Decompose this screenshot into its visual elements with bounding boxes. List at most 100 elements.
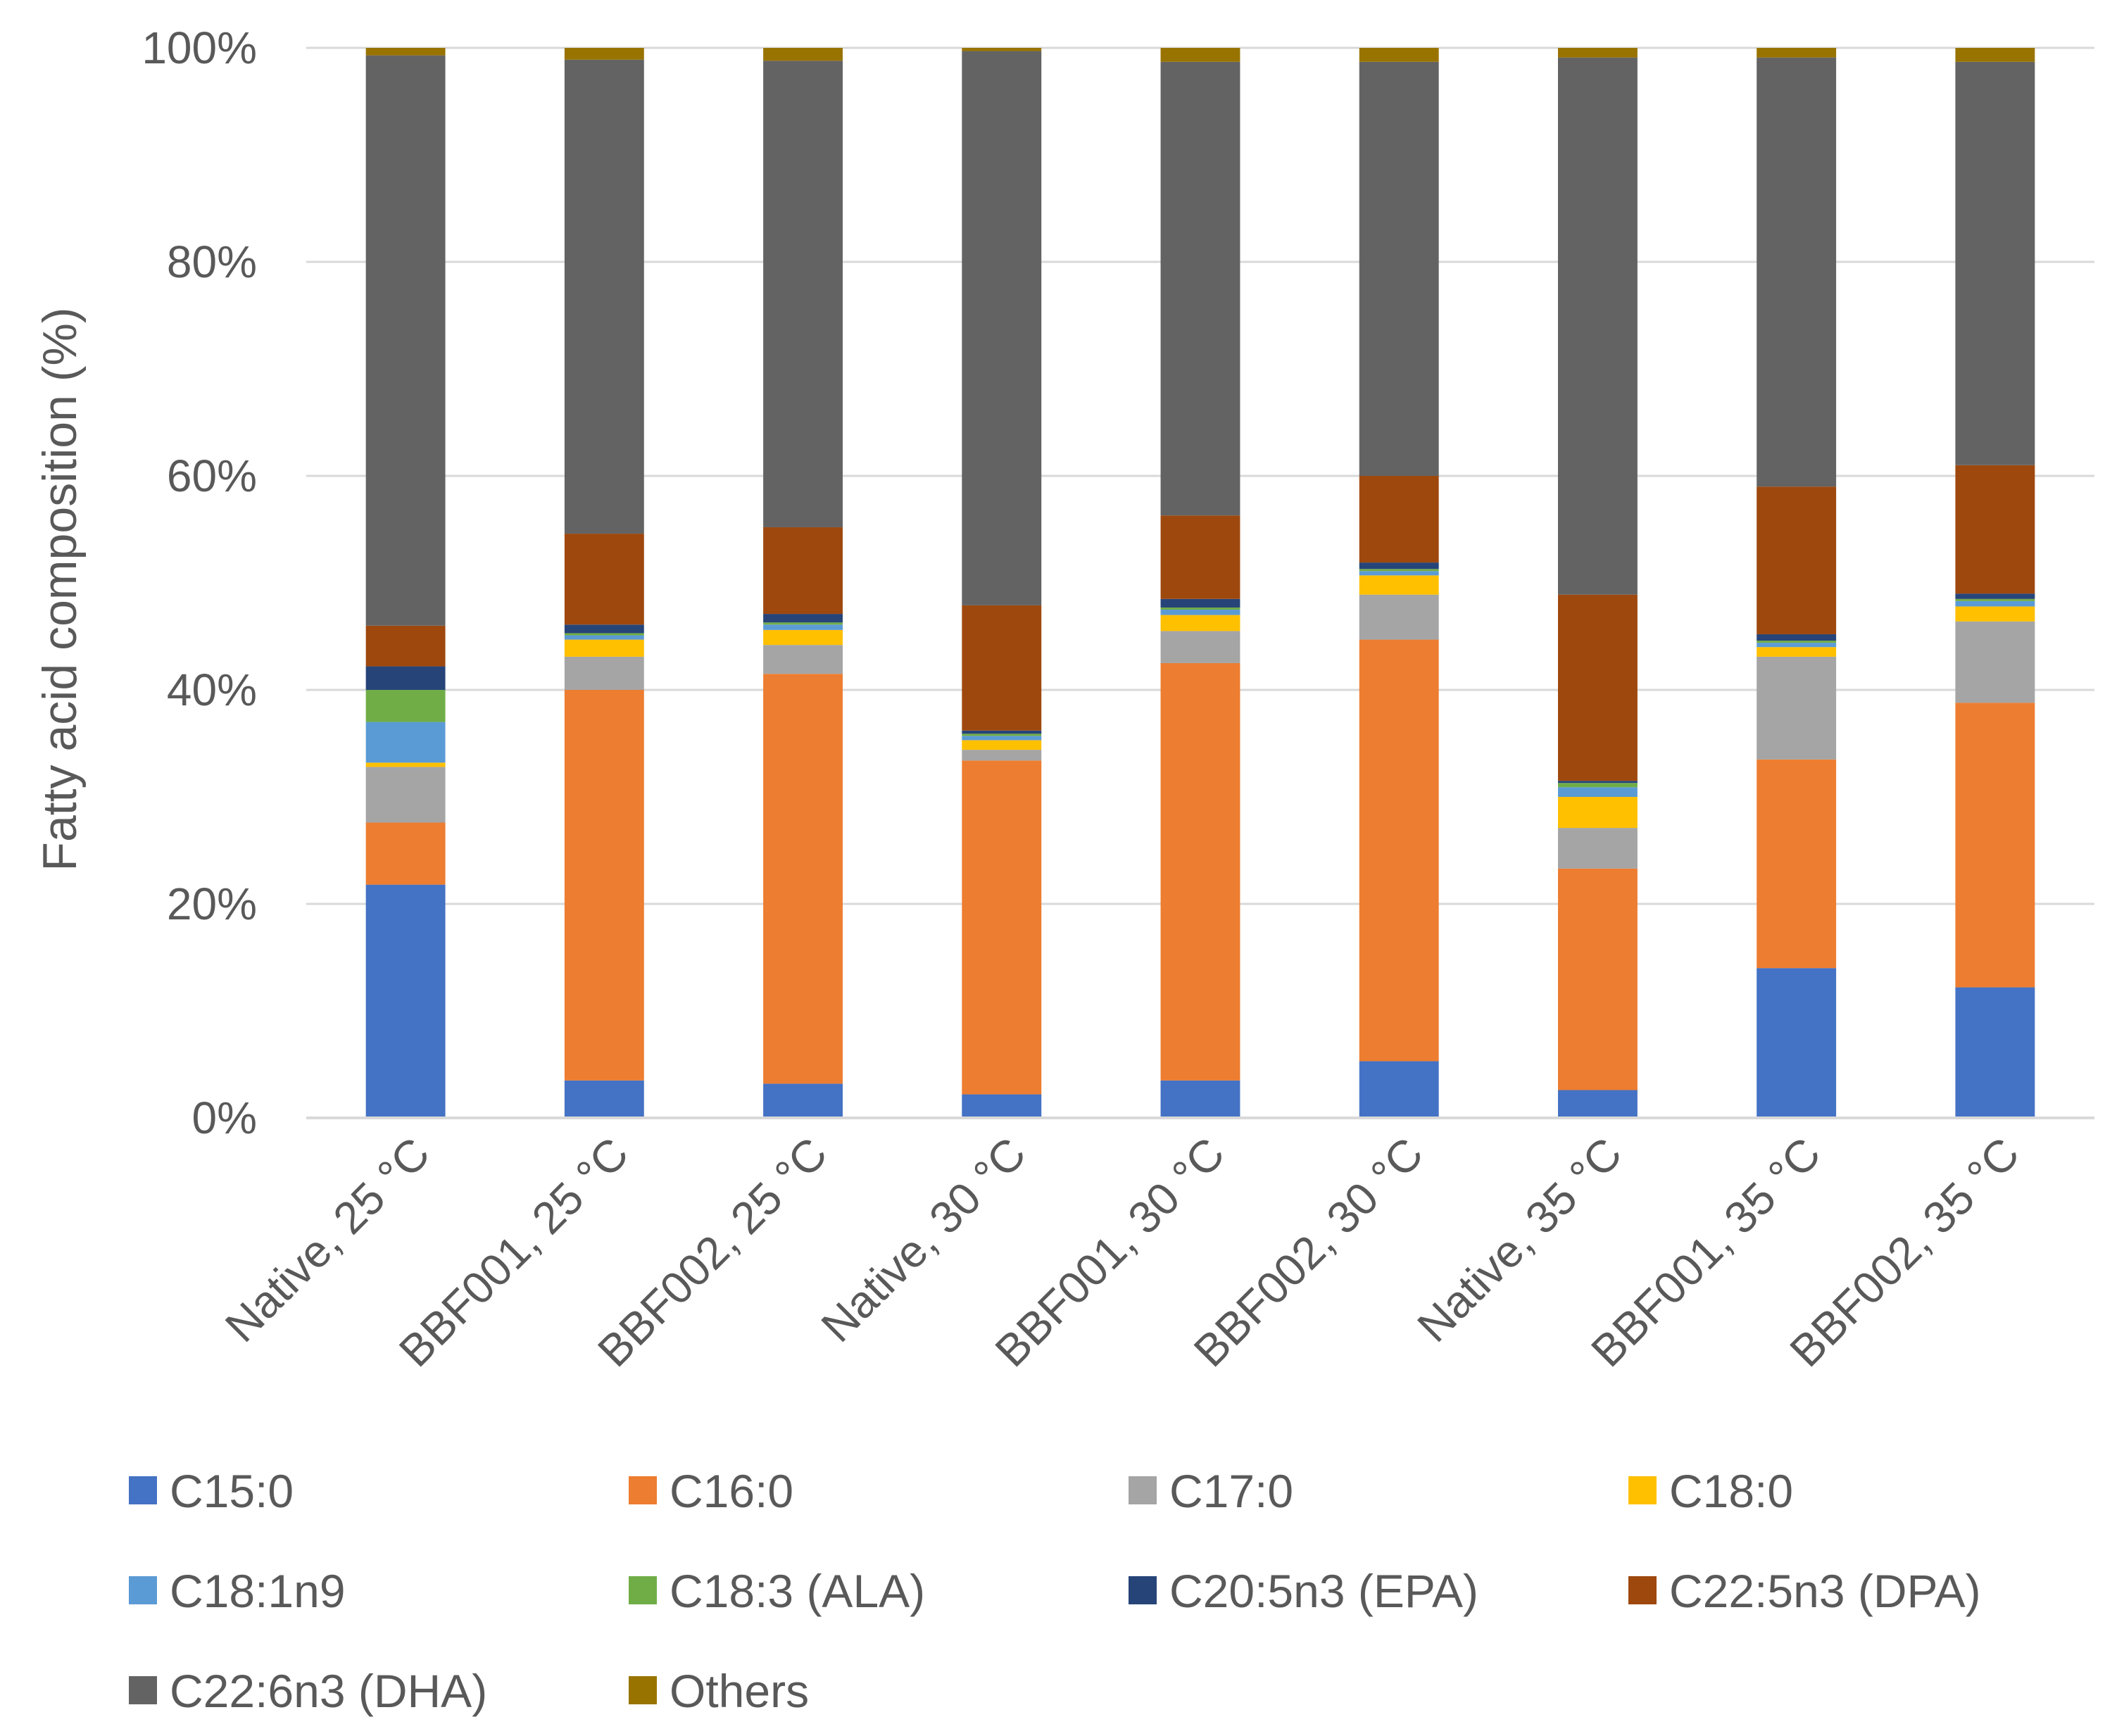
bar-stack [763, 48, 843, 1118]
legend-swatch [1129, 1476, 1157, 1504]
bar-segment [1955, 61, 2035, 465]
bar-segment [1359, 569, 1439, 572]
bar-segment [1558, 57, 1638, 595]
bar-segment [962, 734, 1042, 736]
bar-stack [564, 48, 644, 1118]
bar-segment [1359, 476, 1439, 563]
legend-label: C16:0 [670, 1465, 793, 1517]
legend-label: C22:5n3 (DPA) [1669, 1565, 1981, 1617]
bar-segment [1558, 828, 1638, 869]
bar-segment [1160, 631, 1240, 663]
bar-segment [1359, 594, 1439, 640]
bar-segment [962, 605, 1042, 731]
y-tick-label: 80% [167, 237, 257, 287]
y-tick-label: 0% [192, 1093, 258, 1143]
bar-segment [1955, 606, 2035, 622]
legend-item: C16:0 [629, 1465, 793, 1517]
bar-segment [564, 690, 644, 1081]
legend-swatch [129, 1576, 157, 1604]
legend-item: Others [629, 1665, 809, 1717]
bar-stack [962, 48, 1042, 1118]
legend-item: C18:1n9 [129, 1565, 346, 1617]
legend-swatch [129, 1476, 157, 1504]
bar-segment [1558, 787, 1638, 797]
legend-label: C18:0 [1669, 1465, 1793, 1517]
bar-segment [962, 730, 1042, 734]
bar-segment [1757, 759, 1837, 969]
bar-segment [1558, 594, 1638, 781]
legend-label: C20:5n3 (EPA) [1169, 1565, 1478, 1617]
y-tick-label: 40% [167, 665, 257, 715]
bar-segment [365, 55, 446, 626]
bar-segment [763, 614, 843, 623]
bar-segment [1160, 663, 1240, 1081]
bar-segment [1757, 634, 1837, 641]
bar-segment [564, 635, 644, 640]
bar-segment [1359, 639, 1439, 1062]
bar-segment [1160, 607, 1240, 610]
bar-segment [1955, 48, 2035, 62]
legend-swatch [629, 1476, 657, 1504]
legend-swatch [629, 1676, 657, 1704]
legend-item: C17:0 [1129, 1465, 1293, 1517]
bar-segment [564, 59, 644, 534]
y-axis-title: Fatty acid composition (%) [33, 307, 87, 871]
legend-item: C15:0 [129, 1465, 294, 1517]
bar-segment [365, 762, 446, 767]
bar-stack [1955, 48, 2035, 1118]
bar-segment [1359, 48, 1439, 62]
x-tick-label: Native, 30 °C [812, 1128, 1036, 1352]
bar-segment [1160, 515, 1240, 599]
bar-segment [1558, 1090, 1638, 1118]
y-tick-labels: 0% 20% 40% 60% 80% 100% [142, 23, 257, 1143]
legend-swatch [1628, 1576, 1657, 1604]
bar-segment [1955, 598, 2035, 601]
bar-segment [1359, 562, 1439, 570]
bar-segment [564, 633, 644, 636]
bar-segment [1955, 465, 2035, 594]
legend-item: C18:3 (ALA) [629, 1565, 925, 1617]
bar-segment [1160, 598, 1240, 608]
bar-segment [1955, 987, 2035, 1118]
bar-segment [962, 48, 1042, 51]
bar-segment [1160, 615, 1240, 631]
bar-segment [365, 767, 446, 823]
legend-label: Others [670, 1665, 809, 1717]
bar-segment [365, 690, 446, 722]
bar-segment [1757, 641, 1837, 643]
bar-stack [1359, 48, 1439, 1118]
bar-segment [365, 722, 446, 763]
legend-item: C22:6n3 (DHA) [129, 1665, 487, 1717]
bar-segment [1160, 1080, 1240, 1118]
y-tick-label: 100% [142, 23, 257, 73]
bar-segment [763, 61, 843, 527]
legend-label: C22:6n3 (DHA) [170, 1665, 487, 1717]
bar-segment [564, 639, 644, 657]
y-tick-label: 60% [167, 451, 257, 501]
bar-segment [1160, 610, 1240, 615]
legend-item: C20:5n3 (EPA) [1129, 1565, 1478, 1617]
legend-item: C18:0 [1628, 1465, 1793, 1517]
x-tick-label: Native, 35 °C [1407, 1128, 1631, 1352]
bar-segment [962, 750, 1042, 761]
legend-label: C18:1n9 [170, 1565, 346, 1617]
bar-segment [1558, 781, 1638, 784]
x-tick-label: Native, 25 °C [215, 1128, 439, 1352]
bar-segment [1757, 656, 1837, 760]
bar-segment [763, 48, 843, 61]
bar-segment [365, 666, 446, 690]
bar-segment [962, 51, 1042, 605]
bar-segment [1558, 48, 1638, 58]
bar-segment [1757, 48, 1837, 58]
bar-segment [1160, 61, 1240, 516]
bar-stack [1160, 48, 1240, 1118]
bar-segment [365, 884, 446, 1118]
bar-stack [365, 48, 446, 1118]
bar-segment [763, 527, 843, 615]
bar-segment [763, 629, 843, 646]
bar-segment [1757, 57, 1837, 487]
bar-segment [1558, 797, 1638, 829]
bar-segment [763, 1083, 843, 1118]
